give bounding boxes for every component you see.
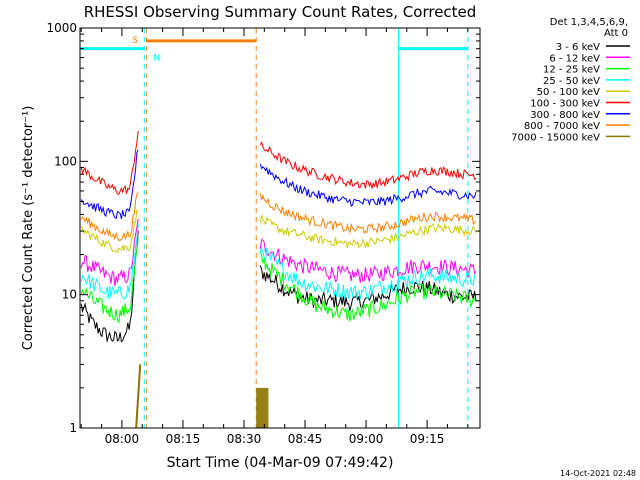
legend-header: Det 1,3,4,5,6,9, [550,17,628,28]
x-tick-label: 08:15 [166,432,201,446]
x-tick-label: 09:00 [349,432,384,446]
plot-frame [79,27,481,429]
y-tick-label: 100 [54,154,77,168]
y-tick-label: 1000 [46,21,77,35]
series-line [259,246,477,300]
series-2 [80,218,477,287]
series-line [80,209,139,254]
series-line [80,218,139,287]
legend-label: 800 - 7000 keV [524,121,600,132]
series-line [259,265,477,311]
series-7 [80,149,477,220]
legend-label: 100 - 300 keV [530,99,600,110]
series-line [259,250,477,322]
series-5 [80,209,477,254]
y-tick-label: 1 [69,421,77,435]
series-line [259,214,477,250]
legend-header: Att 0 [604,28,628,39]
x-axis-label: Start Time (04-Mar-09 07:49:42) [167,455,394,471]
legend-label: 25 - 50 keV [543,76,600,87]
chart-title: RHESSI Observing Summary Count Rates, Co… [84,3,477,21]
x-tick-label: 08:45 [288,432,323,446]
series-line [80,192,139,242]
series-9 [135,364,269,429]
x-tick-label: 09:15 [410,432,445,446]
night-label: N [153,54,160,64]
legend-label: 3 - 6 keV [556,42,600,53]
series-8 [80,192,477,242]
legend-label: 50 - 100 keV [537,87,601,98]
legend-label: 6 - 12 keV [549,53,600,64]
y-tick-label: 10 [62,288,77,302]
series-6 [80,131,477,195]
series-line [259,163,477,207]
legend-label: 7000 - 15000 keV [511,132,600,143]
series-block [256,387,269,428]
series-segment [135,364,142,429]
series-1 [80,230,477,343]
series-line [259,193,477,235]
legend-label: 12 - 25 keV [543,65,600,76]
series-line [80,230,139,343]
series-line [259,238,477,283]
series-3 [80,238,477,325]
series-line [80,238,139,325]
series-line [80,149,139,220]
y-axis-label: Corrected Count Rate (s⁻¹ detector⁻¹) [21,106,36,351]
series-line [80,131,139,195]
series-4 [80,223,477,300]
x-tick-label: 08:00 [105,432,140,446]
series-line [259,141,477,189]
render-timestamp: 14-Oct-2021 02:48 [560,469,636,478]
x-tick-label: 08:30 [227,432,262,446]
series-line [80,223,139,300]
legend-label: 300 - 800 keV [530,110,600,121]
saa-label: S [132,36,138,46]
